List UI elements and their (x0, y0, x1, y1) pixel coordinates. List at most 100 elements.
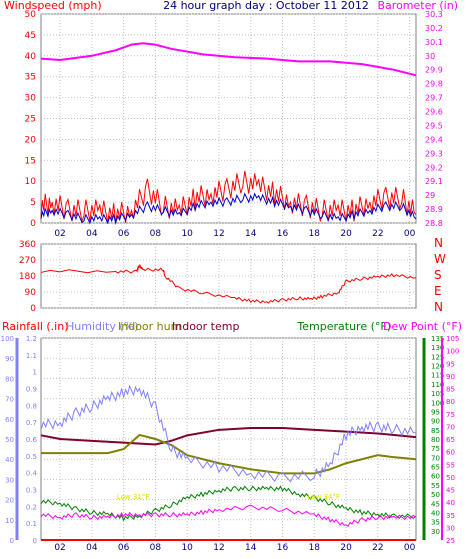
panel1-x-tick: 06 (118, 229, 130, 239)
barometer-tick: 30.1 (425, 38, 443, 47)
panel3-x-tick: 16 (277, 543, 289, 553)
dewpoint-tick: 80 (446, 398, 455, 406)
temperature-tick: 130 (431, 344, 444, 352)
temperature-tick: 100 (431, 399, 444, 407)
barometer-tick: 29.2 (425, 163, 443, 172)
temperature-tick: 80 (431, 436, 440, 444)
panel3-x-tick: 04 (86, 543, 98, 553)
panel1-x-tick: 00 (404, 229, 416, 239)
barometer-tick: 28.8 (425, 219, 443, 228)
compass-label: N (434, 236, 443, 250)
direction-series (40, 264, 417, 304)
panel3-x-tick: 08 (150, 543, 162, 553)
temperature-tick: 125 (431, 353, 444, 361)
dewpoint-tick: 35 (446, 512, 455, 520)
humidity-tick: 40 (5, 456, 14, 464)
dewpoint-tick: 45 (446, 487, 455, 495)
rain-tick: 0.6 (26, 436, 38, 444)
legend-indoor-temp: Indoor temp (172, 320, 239, 333)
humidity-series (40, 384, 417, 483)
dewpoint-tick: 70 (446, 423, 455, 431)
panel1-x-tick: 12 (213, 229, 224, 239)
rain-tick: 0.2 (26, 503, 37, 511)
humidity-tick: 70 (5, 396, 14, 404)
humidity-tick: 80 (5, 375, 14, 383)
barometer-axis-label: Barometer (in) (378, 0, 459, 12)
dewpoint-series (40, 504, 417, 527)
panel3-x-tick: 14 (245, 543, 257, 553)
rain-tick: 1.1 (26, 352, 37, 360)
humidity-tick: 20 (5, 497, 14, 505)
windspeed-tick: 50 (25, 10, 37, 20)
legend-rainfall: Rainfall (.in) (2, 320, 69, 333)
rain-tick: 0.9 (26, 386, 37, 394)
temperature-tick: 115 (431, 372, 444, 380)
dewpoint-tick: 75 (446, 411, 455, 419)
temperature-tick: 45 (431, 500, 440, 508)
dewpoint-tick: 100 (446, 348, 459, 356)
compass-label: W (434, 252, 446, 266)
windspeed-tick: 45 (25, 31, 36, 41)
direction-tick: 90 (25, 288, 37, 298)
temperature-tick: 95 (431, 408, 440, 416)
temperature-tick: 120 (431, 363, 444, 371)
low-annotation: Low 34°F (308, 493, 340, 501)
temperature-tick: 50 (431, 491, 440, 499)
temperature-tick: 60 (431, 473, 440, 481)
panel3-x-tick: 06 (118, 543, 130, 553)
barometer-tick: 29 (425, 191, 435, 200)
indoor-hum-series (41, 433, 417, 475)
panel1-x-tick: 04 (86, 229, 98, 239)
dewpoint-tick: 60 (446, 449, 455, 457)
temperature-tick: 30 (431, 528, 440, 536)
barometer-tick: 30.2 (425, 24, 443, 33)
panel1-x-tick: 08 (150, 229, 162, 239)
compass-label: N (434, 300, 443, 314)
direction-tick: 0 (30, 304, 36, 314)
windspeed-tick: 5 (30, 198, 36, 208)
humidity-tick: 100 (1, 335, 14, 343)
barometer-tick: 28.9 (425, 205, 443, 214)
barometer-tick: 30.3 (425, 10, 443, 19)
dewpoint-tick: 85 (446, 386, 455, 394)
panel1-x-tick: 18 (309, 229, 321, 239)
chart-title: 24 hour graph day : October 11 2012 (163, 0, 369, 12)
humidity-tick: 50 (5, 436, 14, 444)
temperature-series (40, 485, 417, 522)
dewpoint-tick: 65 (446, 436, 455, 444)
rain-tick: 0.4 (26, 470, 38, 478)
temperature-tick: 110 (431, 381, 444, 389)
direction-tick: 180 (19, 272, 36, 282)
gust-series (40, 170, 417, 224)
dewpoint-tick: 105 (446, 335, 459, 343)
panel3-x-tick: 02 (54, 543, 65, 553)
panel1-x-tick: 14 (245, 229, 257, 239)
rain-tick: 0.1 (26, 520, 37, 528)
dewpoint-tick: 30 (446, 524, 455, 532)
temperature-tick: 85 (431, 427, 440, 435)
panel1-x-tick: 10 (181, 229, 193, 239)
temperature-tick: 135 (431, 335, 444, 343)
legend-dewpoint: Dew Point (°F) (383, 320, 462, 333)
dewpoint-tick: 90 (446, 373, 455, 381)
direction-tick: 360 (19, 240, 36, 250)
panel3-x-tick: 10 (181, 543, 193, 553)
panel1-x-tick: 02 (54, 229, 65, 239)
windspeed-tick: 40 (25, 52, 37, 62)
panel1-x-tick: 20 (340, 229, 352, 239)
barometer-series (40, 42, 417, 77)
windspeed-tick: 25 (25, 115, 36, 125)
barometer-tick: 30 (425, 52, 435, 61)
temperature-tick: 90 (431, 418, 440, 426)
temperature-tick: 35 (431, 519, 440, 527)
humidity-tick: 0 (10, 537, 14, 545)
panel3-x-tick: 12 (213, 543, 224, 553)
windspeed-tick: 20 (25, 135, 37, 145)
barometer-tick: 29.5 (425, 121, 443, 130)
windspeed-tick: 15 (25, 156, 36, 166)
rain-tick: 0 (33, 537, 37, 545)
dewpoint-tick: 50 (446, 474, 455, 482)
windspeed-axis-label: Windspeed (mph) (4, 0, 102, 12)
panel1-x-tick: 16 (277, 229, 289, 239)
